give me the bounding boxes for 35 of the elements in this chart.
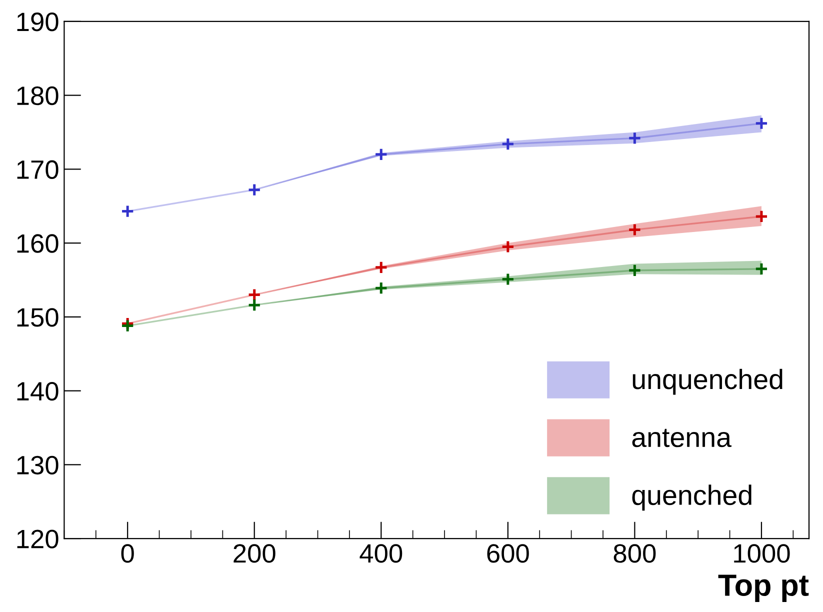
- y-tick-label: 130: [17, 456, 58, 475]
- point: [628, 222, 642, 237]
- point: [374, 260, 388, 274]
- point: [248, 288, 262, 302]
- point: [628, 131, 642, 145]
- x-tick-label: 800: [614, 544, 656, 563]
- x-tick-label: 400: [360, 544, 402, 563]
- y-tick-label: 170: [17, 160, 58, 179]
- y-tick-label: 120: [17, 530, 58, 548]
- y-tick-label: 180: [17, 86, 58, 106]
- point: [120, 204, 134, 218]
- x-tick-label: 0: [121, 544, 134, 563]
- point: [501, 137, 515, 151]
- y-tick-label: 140: [17, 382, 58, 401]
- point: [754, 262, 768, 276]
- y-tick-label: 190: [17, 12, 58, 32]
- point: [754, 210, 768, 224]
- point: [120, 318, 134, 333]
- point: [501, 240, 515, 254]
- x-axis-title: Top pt: [718, 574, 809, 602]
- y-tick-label: 160: [17, 234, 58, 253]
- point: [501, 272, 515, 286]
- point: [248, 183, 262, 197]
- point: [248, 298, 262, 312]
- legend-label: unquenched: [632, 368, 782, 395]
- x-tick-label: 1000: [734, 544, 790, 563]
- x-tick-label: 600: [487, 544, 529, 563]
- point: [628, 264, 642, 278]
- x-tick-label: 200: [234, 544, 276, 563]
- legend-label: antenna: [632, 428, 732, 448]
- y-tick-label: 150: [17, 308, 58, 327]
- point: [374, 281, 388, 295]
- legend-label: quenched: [632, 484, 752, 511]
- point: [754, 116, 768, 130]
- point: [374, 148, 388, 162]
